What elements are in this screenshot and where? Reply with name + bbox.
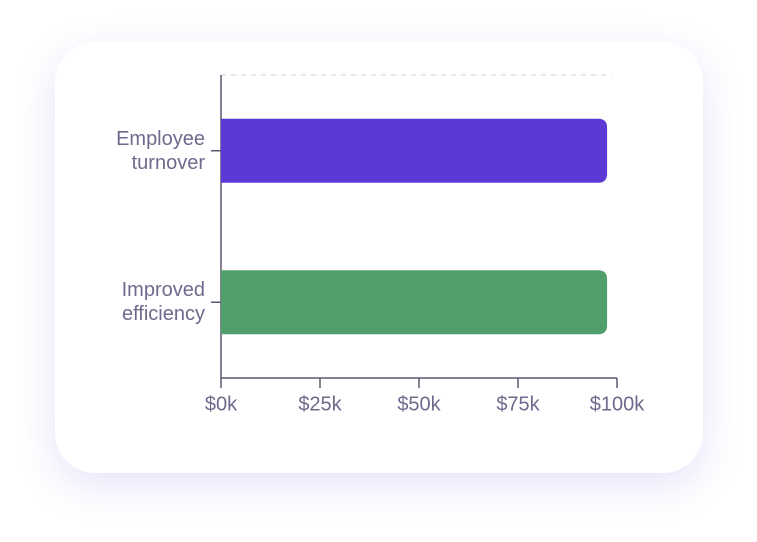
y-tick-label: Employee turnover: [116, 127, 205, 174]
x-tick-label: $100k: [590, 393, 645, 415]
bar: [221, 270, 608, 335]
x-tick-label: $0k: [205, 393, 238, 415]
x-tick-label: $50k: [397, 393, 441, 415]
x-tick-label: $75k: [496, 393, 540, 415]
y-tick-label: Improved efficiency: [121, 279, 205, 326]
card: [55, 42, 703, 473]
x-tick-label: $25k: [298, 393, 342, 415]
bar: [221, 118, 608, 183]
